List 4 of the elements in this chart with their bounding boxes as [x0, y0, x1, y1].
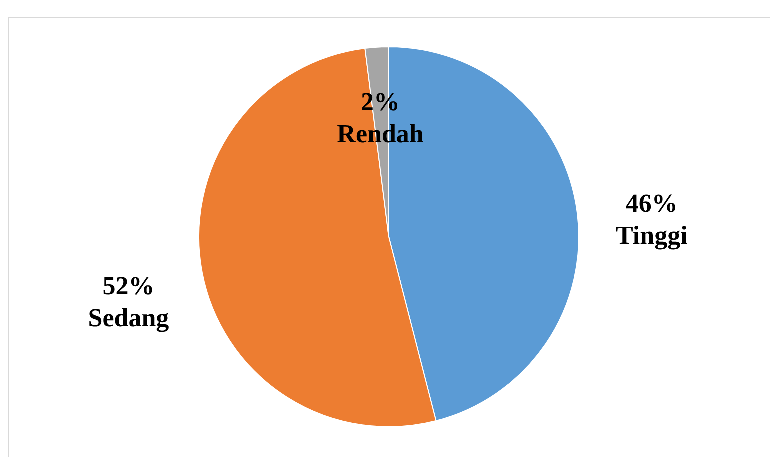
slice-label: Sedang: [88, 304, 170, 333]
slice-label: Tinggi: [616, 220, 688, 250]
data-label: 52%: [102, 272, 155, 301]
data-label: 46%: [626, 188, 678, 218]
